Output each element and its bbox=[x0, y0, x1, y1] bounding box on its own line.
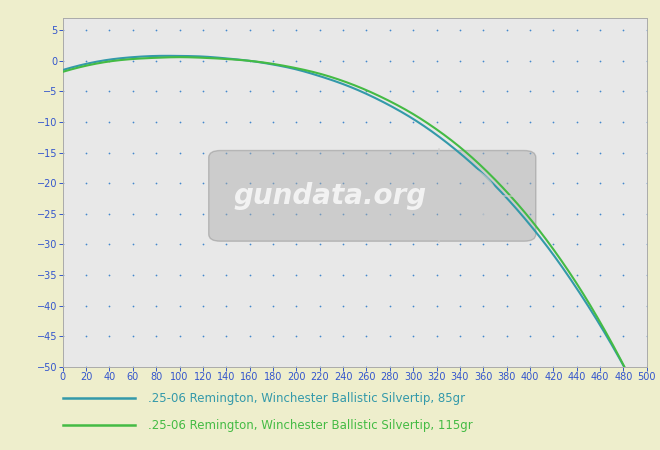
Text: .25-06 Remington, Winchester Ballistic Silvertip, 85gr: .25-06 Remington, Winchester Ballistic S… bbox=[148, 392, 465, 405]
FancyBboxPatch shape bbox=[209, 150, 536, 241]
Text: gundata.org: gundata.org bbox=[233, 182, 426, 210]
Text: .25-06 Remington, Winchester Ballistic Silvertip, 115gr: .25-06 Remington, Winchester Ballistic S… bbox=[148, 419, 473, 432]
